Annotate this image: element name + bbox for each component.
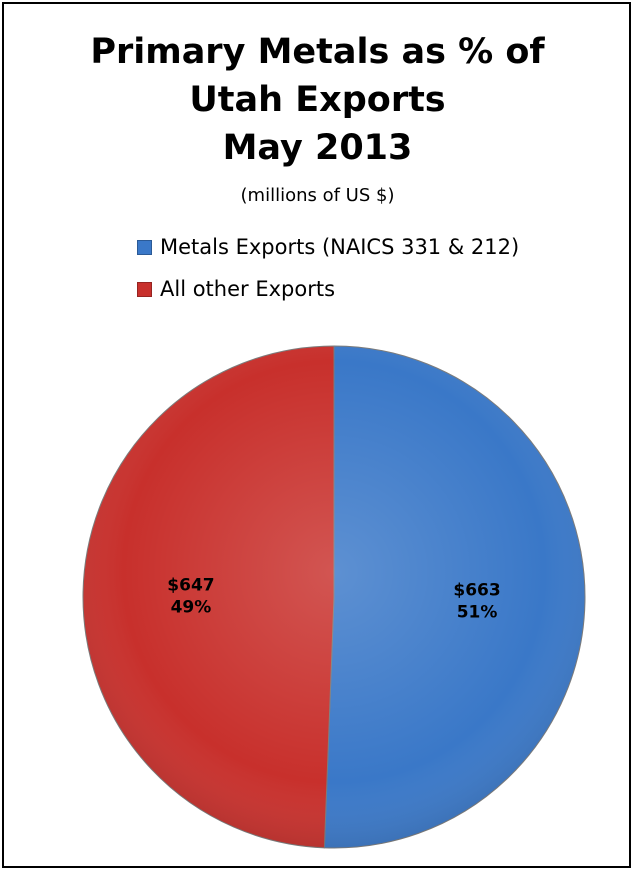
legend-item-metals: Metals Exports (NAICS 331 & 212) [137, 232, 519, 262]
pie-shading [83, 346, 585, 848]
title-line-2: Utah Exports [189, 80, 446, 120]
legend-swatch-metals [137, 239, 152, 255]
slice-percent-label-metals: 51% [457, 603, 498, 623]
slice-value-label-other: $647 [167, 575, 214, 595]
slice-value-label-metals: $663 [453, 581, 500, 601]
legend: Metals Exports (NAICS 331 & 212) All oth… [137, 232, 519, 316]
title-line-3: May 2013 [222, 128, 413, 168]
chart-subtitle: (millions of US $) [240, 185, 395, 206]
title-line-1: Primary Metals as % of [90, 32, 545, 72]
chart-title: Primary Metals as % of Utah Exports May … [0, 28, 635, 172]
legend-label-metals: Metals Exports (NAICS 331 & 212) [160, 235, 520, 259]
legend-item-other: All other Exports [137, 274, 519, 304]
slice-percent-label-other: 49% [171, 597, 212, 617]
legend-swatch-other [137, 281, 152, 297]
legend-label-other: All other Exports [160, 277, 336, 301]
